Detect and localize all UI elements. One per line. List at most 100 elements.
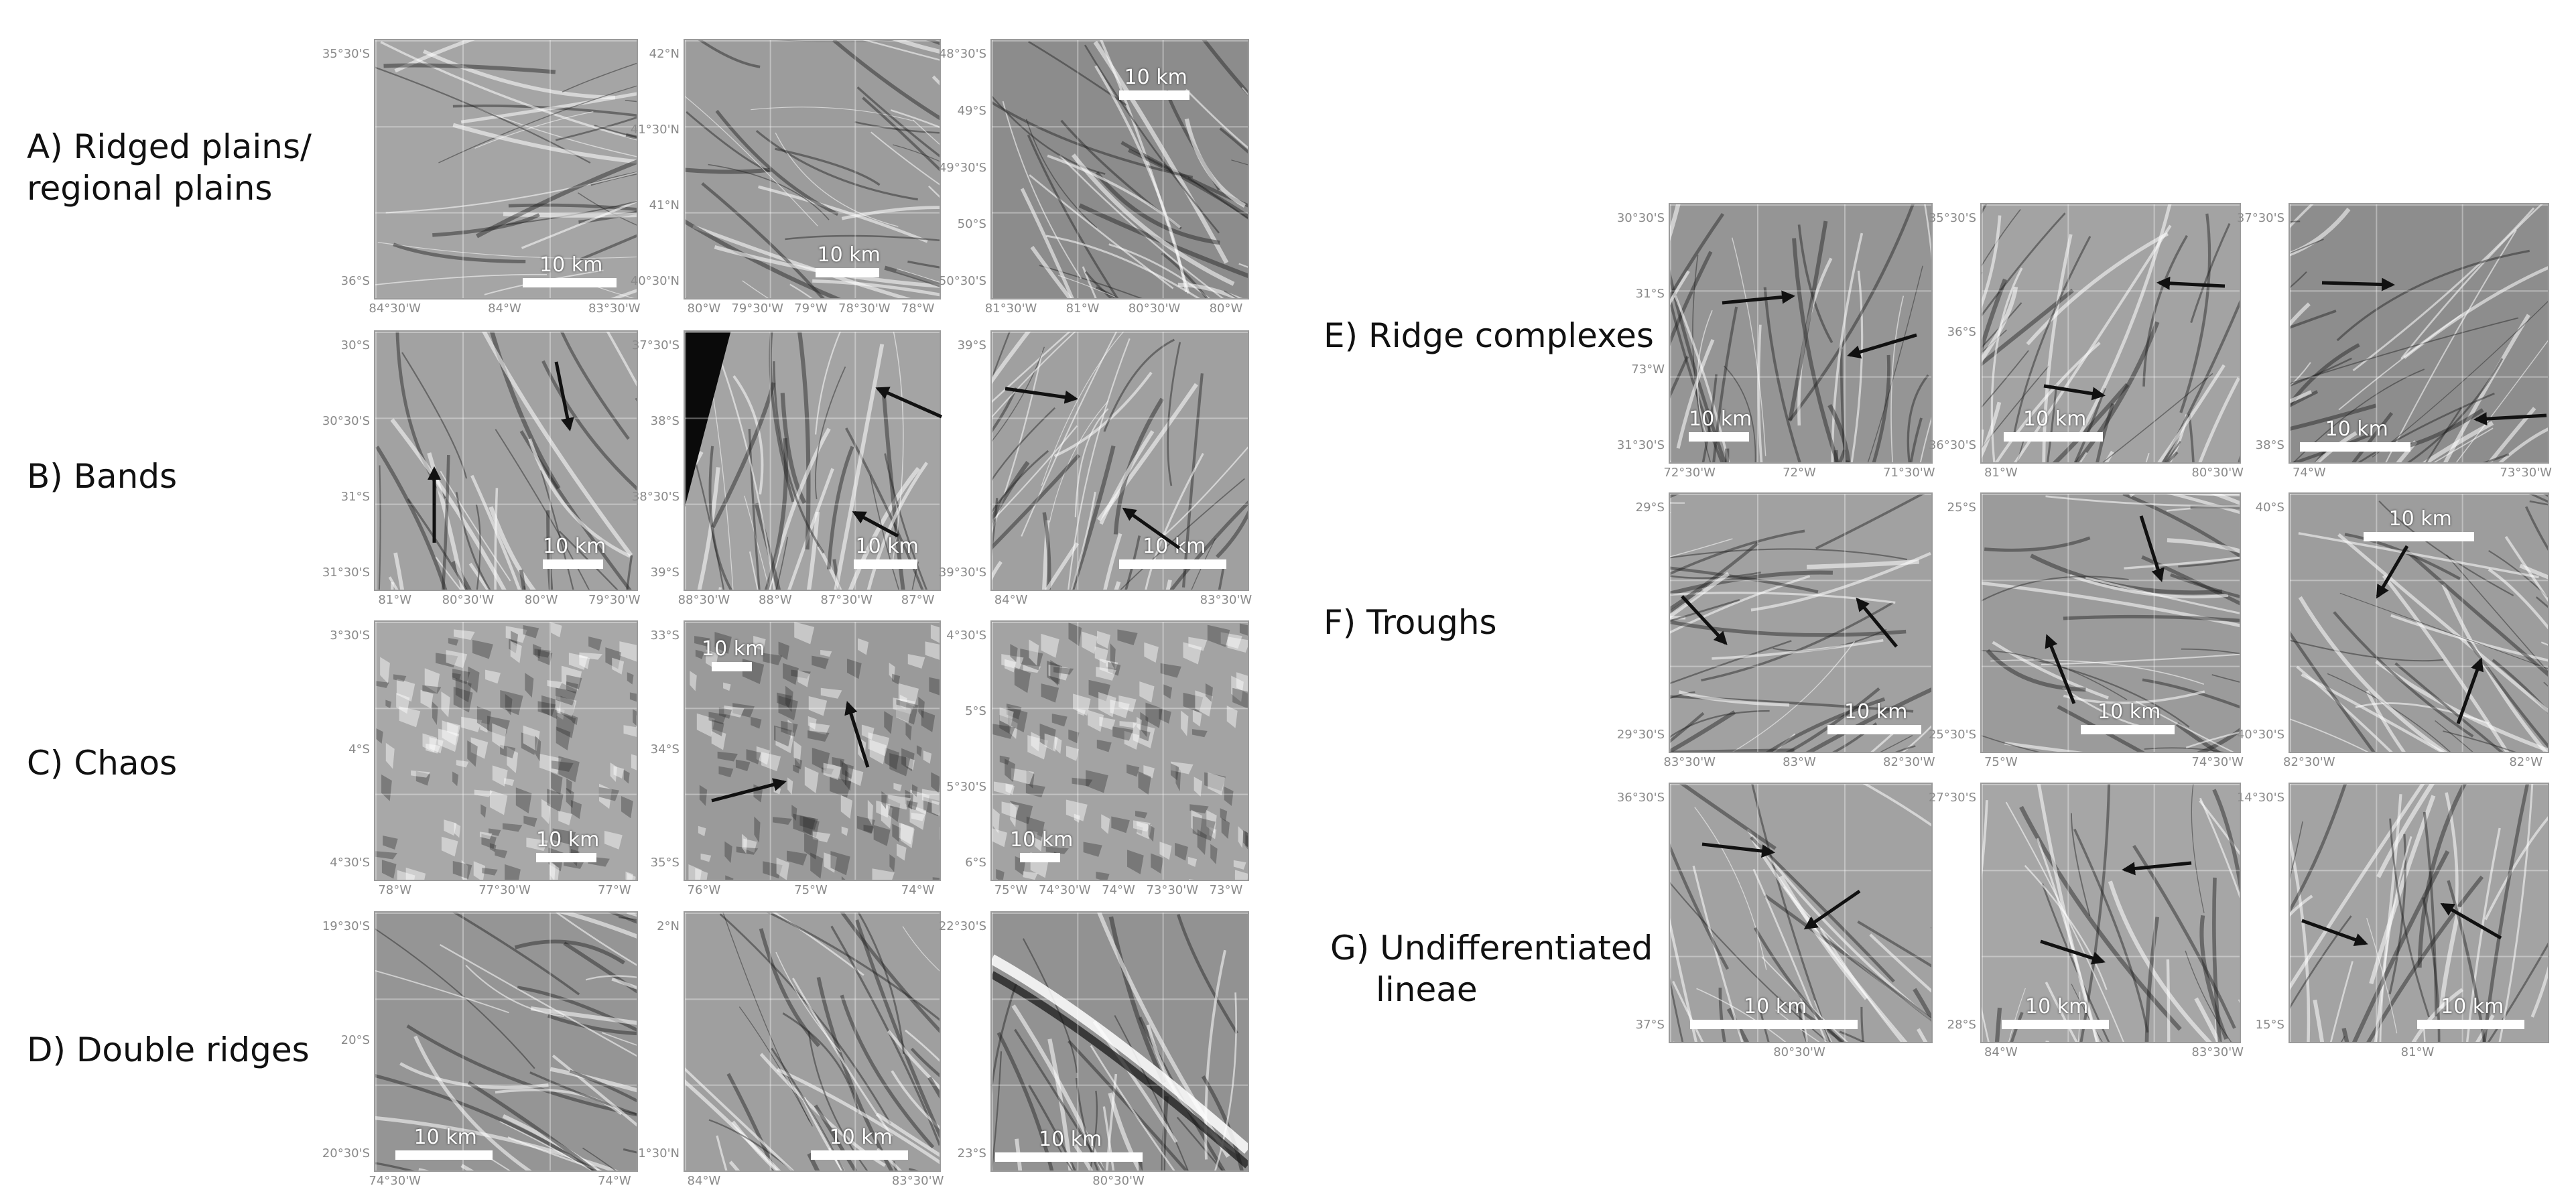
scale-bar-label: 10 km: [543, 535, 606, 558]
latitude-tick-label: 48°30'S: [933, 48, 986, 61]
longitude-tick-label: 82°30'W: [2283, 756, 2335, 769]
latitude-tick-label: 41°30'N: [626, 123, 680, 137]
latitude-tick-label: 39°S: [933, 339, 986, 352]
scale-bar-label: 10 km: [830, 1126, 893, 1149]
longitude-tick-label: 74°30'W: [369, 1175, 421, 1188]
latitude-tick-label: 37°S: [1611, 1018, 1665, 1032]
image-panel-g1: 10 km: [1669, 783, 1933, 1043]
latitude-tick-label: 30°30'S: [316, 415, 370, 428]
latitude-tick-label: 25°30'S: [1923, 728, 1976, 742]
scale-bar: [1020, 853, 1060, 862]
longitude-tick-label: 73°30'W: [2500, 466, 2552, 480]
scale-bar-label: 10 km: [818, 244, 881, 267]
longitude-tick-label: 78°30'W: [838, 302, 891, 316]
latitude-tick-label: 4°30'S: [933, 629, 986, 643]
latitude-tick-label: 40°30'S: [2231, 728, 2284, 742]
longitude-tick-label: 75°W: [1984, 756, 2018, 769]
image-panel-a1: 10 km: [374, 39, 638, 299]
scale-bar-label: 10 km: [702, 638, 765, 661]
longitude-tick-label: 77°30'W: [478, 884, 531, 897]
scale-bar-label: 10 km: [1124, 66, 1187, 89]
latitude-tick-label: 31°S: [316, 490, 370, 504]
longitude-tick-label: 87°30'W: [820, 594, 873, 607]
longitude-tick-label: 80°W: [1210, 302, 1243, 316]
latitude-tick-label: 29°30'S: [1611, 728, 1665, 742]
latitude-tick-label: 25°S: [1923, 501, 1976, 515]
longitude-tick-label: 74°W: [2293, 466, 2326, 480]
latitude-tick-label: 30°S: [316, 339, 370, 352]
latitude-tick-label: 20°30'S: [316, 1147, 370, 1160]
row-label-line: lineae: [1330, 969, 1653, 1010]
latitude-tick-label: 5°30'S: [933, 781, 986, 794]
latitude-tick-label: 19°30'S: [316, 920, 370, 933]
longitude-tick-label: 73°W: [1210, 884, 1243, 897]
row-label-undifferentiated-lineae: G) Undifferentiated lineae: [1330, 927, 1653, 1010]
latitude-tick-label: 40°S: [2231, 501, 2284, 515]
latitude-tick-label: 36°30'S: [1611, 791, 1665, 805]
row-label-double-ridges: D) Double ridges: [27, 1029, 310, 1071]
latitude-tick-label: 3°30'S: [316, 629, 370, 643]
longitude-tick-label: 80°30'W: [1092, 1175, 1145, 1188]
scale-bar-label: 10 km: [1689, 408, 1752, 431]
scale-bar: [2004, 432, 2103, 442]
scale-bar: [1119, 559, 1226, 569]
latitude-tick-label: 36°30'S: [1923, 439, 1976, 452]
latitude-tick-label: 40°30'N: [626, 275, 680, 288]
latitude-tick-label: 38°30'S: [626, 490, 680, 504]
longitude-tick-label: 81°W: [1066, 302, 1100, 316]
latitude-tick-label: 35°S: [626, 856, 680, 870]
latitude-tick-label: 6°S: [933, 856, 986, 870]
row-label-ridge-complexes: E) Ridge complexes: [1324, 315, 1654, 356]
terrain-texture: [992, 913, 1248, 1171]
longitude-tick-label: 71°30'W: [1883, 466, 1935, 480]
image-panel-d1: 10 km: [374, 911, 638, 1172]
latitude-tick-label: 29°S: [1611, 501, 1665, 515]
image-panel-b2: 10 km: [684, 330, 941, 591]
scale-bar: [1689, 432, 1749, 442]
image-panel-f1: 10 km: [1669, 492, 1933, 753]
latitude-tick-label: 1°30'N: [626, 1147, 680, 1160]
longitude-tick-label: 80°30'W: [1773, 1046, 1825, 1059]
latitude-tick-label: 41°N: [626, 199, 680, 212]
latitude-tick-label: 37°30'S: [626, 339, 680, 352]
latitude-tick-label: 36°S: [1923, 326, 1976, 339]
scale-bar: [995, 1152, 1143, 1162]
latitude-tick-label: 42°N: [626, 48, 680, 61]
image-panel-g3: 10 km: [2289, 783, 2549, 1043]
scale-bar: [1827, 725, 1921, 734]
longitude-tick-label: 79°W: [794, 302, 828, 316]
longitude-tick-label: 81°30'W: [985, 302, 1037, 316]
terrain-texture: [685, 913, 940, 1171]
longitude-tick-label: 84°W: [994, 594, 1028, 607]
latitude-tick-label: 50°S: [933, 218, 986, 231]
longitude-tick-label: 83°W: [1783, 756, 1816, 769]
latitude-tick-label: 30°30'S: [1611, 212, 1665, 225]
scale-bar: [2300, 442, 2410, 452]
longitude-tick-label: 84°W: [688, 1175, 721, 1188]
latitude-tick-label: 14°30'S: [2231, 791, 2284, 805]
latitude-tick-label: 38°S: [626, 415, 680, 428]
longitude-tick-label: 84°W: [1984, 1046, 2018, 1059]
longitude-tick-label: 74°30'W: [1039, 884, 1091, 897]
scale-bar: [523, 278, 617, 287]
latitude-tick-label: 27°30'S: [1923, 791, 1976, 805]
latitude-tick-label: 39°30'S: [933, 566, 986, 580]
scale-bar: [2364, 532, 2474, 541]
image-panel-b1: 10 km: [374, 330, 638, 591]
longitude-tick-label: 81°W: [378, 594, 411, 607]
terrain-texture: [1982, 204, 2240, 462]
scale-bar: [712, 662, 752, 671]
longitude-tick-label: 74°W: [901, 884, 935, 897]
terrain-texture: [685, 40, 940, 298]
scale-bar-label: 10 km: [2441, 996, 2504, 1018]
image-panel-c1: 10 km: [374, 620, 638, 881]
longitude-tick-label: 78°W: [901, 302, 935, 316]
latitude-tick-label: 39°S: [626, 566, 680, 580]
row-label-line: F) Troughs: [1324, 602, 1497, 643]
scale-bar-label: 10 km: [536, 829, 599, 852]
row-label-line: E) Ridge complexes: [1324, 315, 1654, 356]
longitude-tick-label: 88°30'W: [678, 594, 730, 607]
scale-bar: [2081, 725, 2175, 734]
image-panel-f3: 10 km: [2289, 492, 2549, 753]
scale-bar-label: 10 km: [1744, 996, 1807, 1018]
